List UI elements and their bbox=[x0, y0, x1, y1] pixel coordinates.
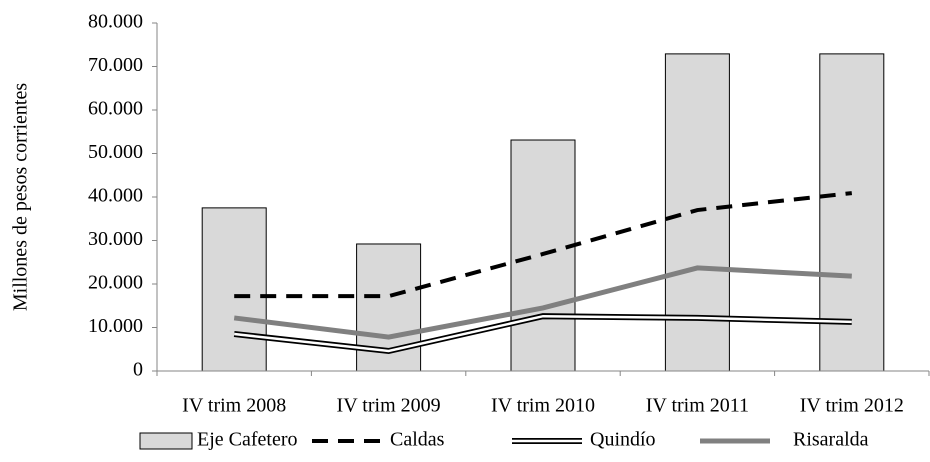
line-series-inner bbox=[234, 314, 852, 353]
x-tick-label: IV trim 2010 bbox=[491, 395, 595, 417]
y-tick-label: 70.000 bbox=[88, 54, 143, 76]
y-tick-label: 50.000 bbox=[88, 141, 143, 163]
y-tick-label: 80.000 bbox=[88, 11, 143, 33]
x-tick-label: IV trim 2009 bbox=[337, 395, 441, 417]
y-tick-label: 10.000 bbox=[88, 315, 143, 337]
y-tick-label: 40.000 bbox=[88, 185, 143, 207]
legend-label: Eje Cafetero bbox=[197, 429, 298, 451]
bar bbox=[664, 53, 730, 372]
y-tick-label: 30.000 bbox=[88, 228, 143, 250]
legend-label: Caldas bbox=[390, 429, 445, 451]
y-tick-label: 20.000 bbox=[88, 272, 143, 294]
y-tick-label: 0 bbox=[133, 359, 143, 381]
y-axis-label: Millones de pesos corrientes bbox=[10, 83, 32, 311]
x-tick-label: IV trim 2011 bbox=[646, 395, 749, 417]
x-tick-label: IV trim 2012 bbox=[800, 395, 904, 417]
line-series bbox=[234, 191, 853, 299]
bar bbox=[201, 207, 267, 372]
line-series bbox=[233, 265, 852, 340]
legend-label: Quindío bbox=[590, 429, 656, 451]
y-tick-label: 60.000 bbox=[88, 98, 143, 120]
legend-label: Risaralda bbox=[793, 429, 869, 451]
x-tick-label: IV trim 2008 bbox=[182, 395, 286, 417]
legend-swatch bbox=[139, 432, 193, 450]
